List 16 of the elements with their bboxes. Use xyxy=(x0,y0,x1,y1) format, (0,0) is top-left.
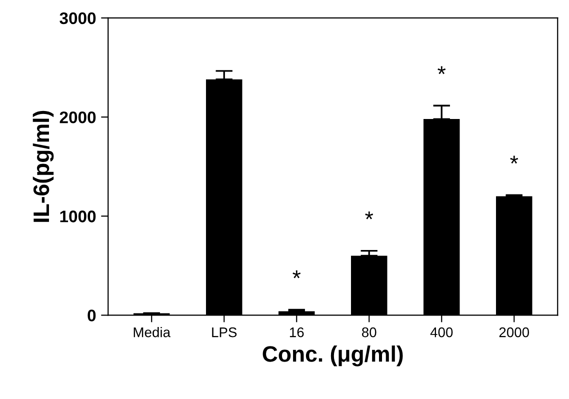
y-tick-label: 2000 xyxy=(60,111,96,124)
x-tick-label: 80 xyxy=(362,327,376,338)
data-label: * xyxy=(510,156,518,164)
y-tick-label: 0 xyxy=(88,310,96,322)
data-label: * xyxy=(365,211,374,220)
x-tick-label: 400 xyxy=(430,327,453,338)
data-label: * xyxy=(438,66,446,74)
y-tick-label: 1000 xyxy=(60,210,96,222)
x-tick-label: 16 xyxy=(290,327,304,338)
y-axis-title: IL-6(pg/ml) xyxy=(32,110,54,222)
x-axis-title: Conc. (μg/ml) xyxy=(262,346,403,366)
x-tick-label: Media xyxy=(134,327,171,338)
x-tick-label: 2000 xyxy=(499,327,530,338)
data-label: * xyxy=(292,270,301,278)
y-tick-label: 3000 xyxy=(60,12,96,24)
x-tick-label: LPS xyxy=(212,327,237,338)
